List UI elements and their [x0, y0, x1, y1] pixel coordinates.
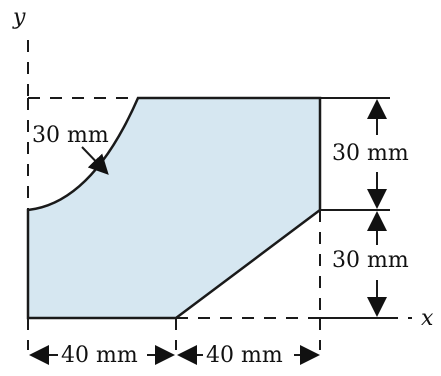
right-bottom-dimension-label: 30 mm — [332, 248, 409, 273]
radius-leader-arrow — [81, 146, 109, 175]
x-axis-label: x — [421, 306, 434, 331]
bottom-left-dimension-label: 40 mm — [61, 343, 138, 368]
radius-label: 30 mm — [32, 123, 109, 148]
bottom-right-dimension-label: 40 mm — [206, 343, 283, 368]
right-top-dimension-label: 30 mm — [332, 141, 409, 166]
y-axis-label: y — [12, 5, 26, 30]
